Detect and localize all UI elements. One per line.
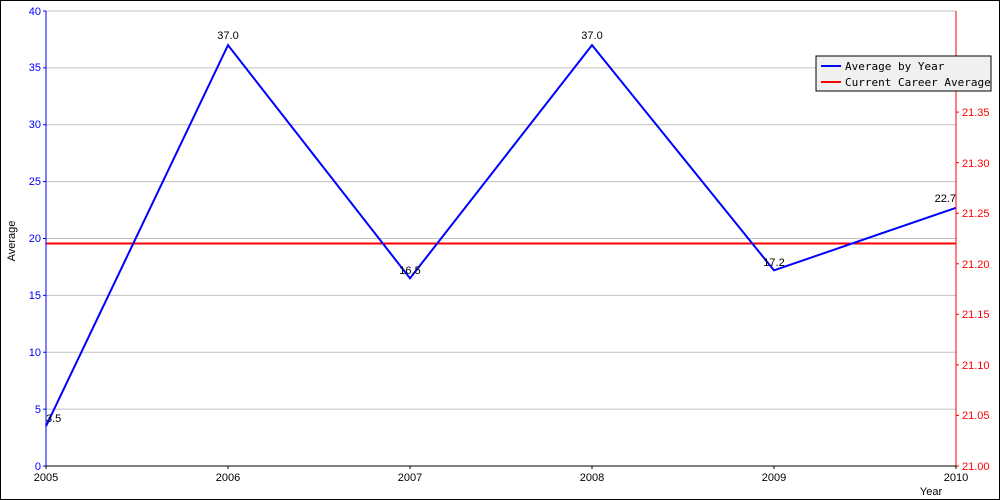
chart-svg: 0 5 10 15 20 25 30 35 40 Average 21.00 2…: [1, 1, 999, 499]
y-left-tick-20: 20: [29, 233, 41, 245]
y-right-tick-6: 21.30: [962, 158, 990, 170]
x-tick-2010: 2010: [944, 472, 968, 484]
y-left-tick-15: 15: [29, 290, 41, 302]
x-tick-2007: 2007: [398, 472, 422, 484]
y-left-tick-25: 25: [29, 176, 41, 188]
data-label-5: 22.7: [935, 193, 956, 205]
y-right-tick-2: 21.10: [962, 360, 990, 372]
x-axis-label: Year: [920, 486, 943, 498]
y-left-tick-40: 40: [29, 6, 41, 18]
legend-label-1: Average by Year: [845, 60, 945, 73]
data-label-0: 3.5: [46, 413, 61, 425]
y-axis-left-label: Average: [6, 221, 18, 262]
data-label-1: 37.0: [217, 30, 238, 42]
y-axis-right-labels: 21.00 21.05 21.10 21.15 21.20 21.25 21.3…: [962, 57, 990, 473]
data-label-2: 16.5: [399, 265, 420, 277]
legend-label-2: Current Career Average: [845, 76, 991, 89]
y-right-tick-3: 21.15: [962, 309, 990, 321]
data-label-4: 17.2: [763, 257, 784, 269]
y-left-tick-35: 35: [29, 62, 41, 74]
x-axis-labels: 2005 2006 2007 2008 2009 2010: [34, 472, 968, 484]
y-right-tick-1: 21.05: [962, 410, 990, 422]
y-right-tick-5: 21.25: [962, 208, 990, 220]
x-tick-2009: 2009: [762, 472, 786, 484]
y-right-tick-7: 21.35: [962, 107, 990, 119]
y-axis-left-labels: 0 5 10 15 20 25 30 35 40: [29, 6, 41, 473]
x-tick-2005: 2005: [34, 472, 58, 484]
chart-container: 0 5 10 15 20 25 30 35 40 Average 21.00 2…: [0, 0, 1000, 500]
y-left-tick-30: 30: [29, 119, 41, 131]
legend: Average by Year Current Career Average: [816, 56, 991, 91]
x-tick-2006: 2006: [216, 472, 240, 484]
y-left-tick-5: 5: [35, 404, 41, 416]
y-right-tick-4: 21.20: [962, 259, 990, 271]
x-tick-2008: 2008: [580, 472, 604, 484]
y-left-tick-10: 10: [29, 347, 41, 359]
data-label-3: 37.0: [581, 30, 602, 42]
